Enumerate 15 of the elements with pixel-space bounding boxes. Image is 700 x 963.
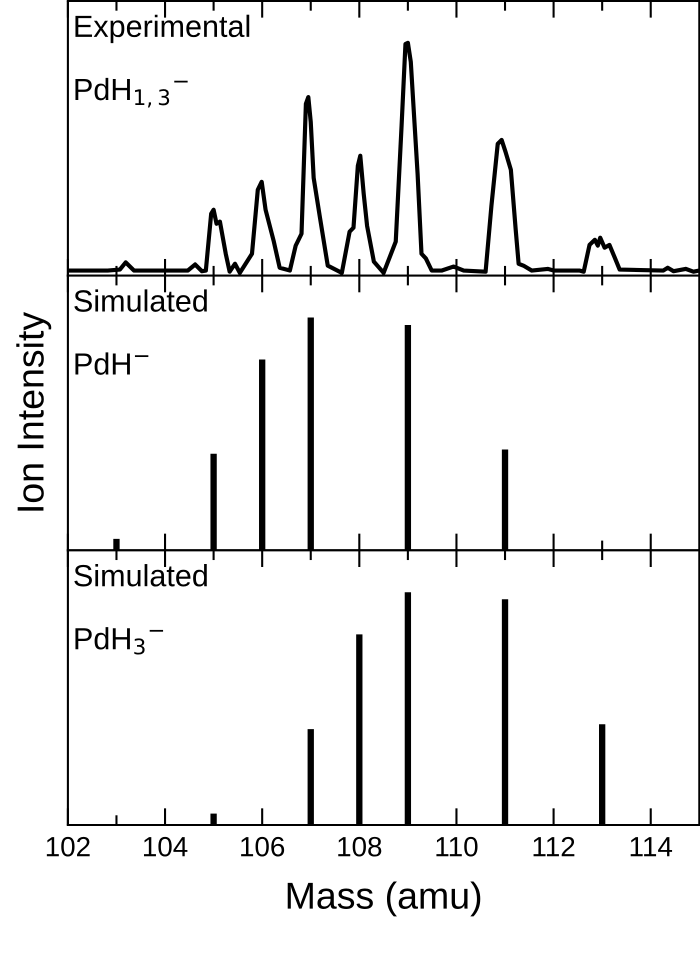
- x-axis-title: Mass (amu): [288, 881, 480, 916]
- x-tick-label: 114: [630, 837, 672, 856]
- chart-title: Experimental: [75, 14, 250, 44]
- x-tick-label: 106: [241, 836, 284, 857]
- text: PdH$_{3}$$^{−}$: [75, 627, 164, 655]
- text: PdH$^{−}$: [75, 352, 148, 375]
- x-tick-label: 108: [338, 836, 382, 857]
- chart-title: Simulated: [74, 289, 207, 312]
- x-tick-label: 110: [436, 836, 478, 857]
- x-tick-label: 112: [534, 836, 574, 856]
- y-axis-title: Ion Intensity: [16, 312, 52, 511]
- text: PdH$_{1,3}$$^{−}$: [75, 78, 188, 108]
- x-tick-label: 104: [144, 836, 188, 857]
- chart-title: Simulated: [74, 564, 207, 586]
- x-tick-label: 102: [46, 836, 90, 857]
